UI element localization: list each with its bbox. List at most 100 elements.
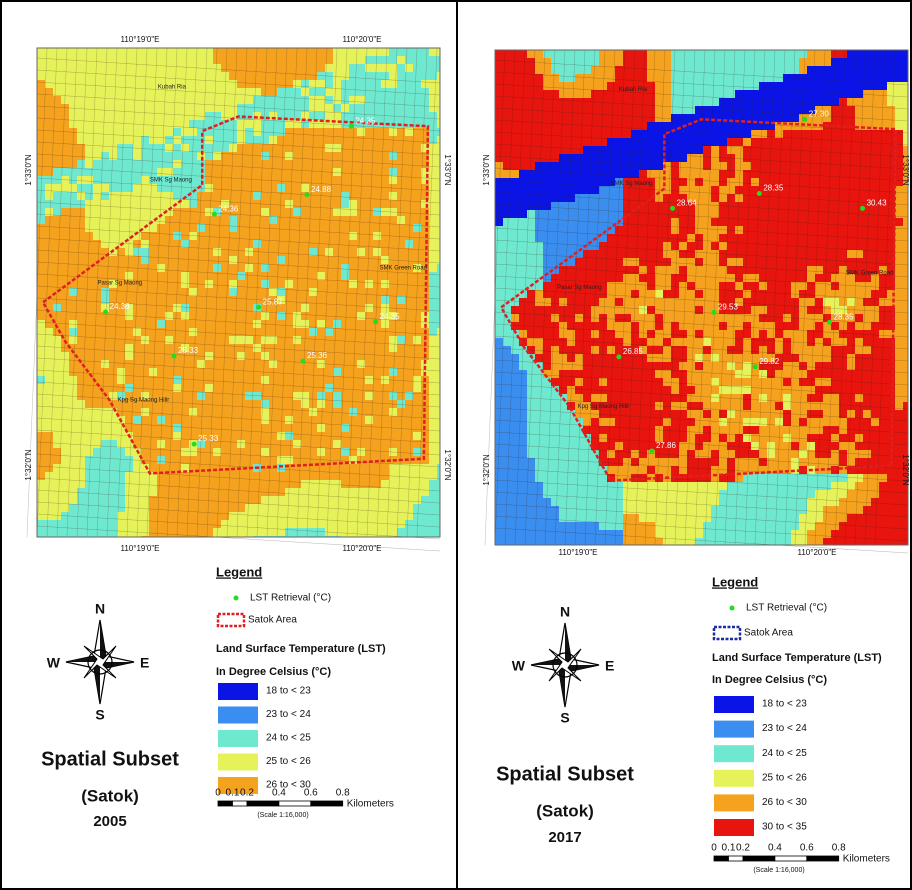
- lst-cell: [429, 464, 437, 472]
- lst-cell: [855, 218, 863, 226]
- lst-cell: [85, 352, 93, 360]
- lst-cell: [253, 88, 261, 96]
- lst-cell: [389, 416, 397, 424]
- lst-cell: [639, 210, 647, 218]
- lst-cell: [365, 256, 373, 264]
- lst-cell: [783, 258, 791, 266]
- lst-cell: [277, 176, 285, 184]
- lst-cell: [559, 66, 567, 74]
- lst-cell: [181, 240, 189, 248]
- lst-cell: [53, 104, 61, 112]
- lst-cell: [663, 106, 671, 114]
- lst-cell: [229, 328, 237, 336]
- lst-cell: [133, 272, 141, 280]
- lst-cell: [711, 58, 719, 66]
- lst-cell: [221, 248, 229, 256]
- lst-cell: [839, 154, 847, 162]
- lst-cell: [799, 210, 807, 218]
- lst-cell: [261, 208, 269, 216]
- lst-cell: [245, 504, 253, 512]
- lst-cell: [37, 88, 45, 96]
- lst-cell: [229, 376, 237, 384]
- lst-cell: [261, 448, 269, 456]
- lst-cell: [599, 50, 607, 58]
- lst-cell: [325, 440, 333, 448]
- lst-cell: [245, 392, 253, 400]
- lst-cell: [149, 432, 157, 440]
- lst-cell: [69, 240, 77, 248]
- lst-cell: [527, 90, 535, 98]
- lst-cell: [815, 138, 823, 146]
- lst-cell: [253, 272, 261, 280]
- lst-cell: [229, 192, 237, 200]
- lst-cell: [599, 194, 607, 202]
- lst-cell: [181, 144, 189, 152]
- lst-cell: [365, 344, 373, 352]
- lst-cell: [205, 392, 213, 400]
- lst-cell: [575, 66, 583, 74]
- lst-cell: [229, 184, 237, 192]
- lst-cell: [181, 248, 189, 256]
- lst-cell: [775, 114, 783, 122]
- lst-cell: [277, 104, 285, 112]
- lst-cell: [357, 480, 365, 488]
- lst-cell: [903, 226, 908, 234]
- lst-cell: [253, 328, 261, 336]
- lst-cell: [583, 226, 591, 234]
- lst-cell: [133, 328, 141, 336]
- lst-cell: [229, 256, 237, 264]
- lst-cell: [639, 250, 647, 258]
- lst-cell: [743, 106, 751, 114]
- lst-cell: [389, 192, 397, 200]
- lst-cell: [607, 274, 615, 282]
- lst-cell: [245, 232, 253, 240]
- lst-cell: [535, 202, 543, 210]
- lst-cell: [839, 58, 847, 66]
- lst-cell: [181, 480, 189, 488]
- lst-cell: [293, 88, 301, 96]
- lst-cell: [365, 48, 373, 56]
- lst-cell: [903, 218, 908, 226]
- lst-cell: [349, 152, 357, 160]
- lst-cell: [205, 528, 213, 536]
- lst-cell: [69, 400, 77, 408]
- lst-cell: [93, 400, 101, 408]
- lst-cell: [703, 58, 711, 66]
- lst-cell: [751, 234, 759, 242]
- lst-cell: [631, 274, 639, 282]
- lst-cell: [429, 416, 437, 424]
- lst-cell: [341, 360, 349, 368]
- scale-tick: 0: [215, 788, 221, 799]
- lst-cell: [663, 226, 671, 234]
- lst-cell: [53, 376, 61, 384]
- lst-cell: [373, 272, 381, 280]
- lst-cell: [389, 440, 397, 448]
- lst-cell: [615, 170, 623, 178]
- lst-cell: [405, 280, 413, 288]
- lst-cell: [301, 384, 309, 392]
- lst-cell: [61, 480, 69, 488]
- lst-cell: [655, 154, 663, 162]
- lst-cell: [133, 520, 141, 528]
- lst-cell: [373, 376, 381, 384]
- lst-cell: [317, 304, 325, 312]
- lst-cell: [77, 72, 85, 80]
- lst-cell: [703, 226, 711, 234]
- lst-cell: [413, 176, 421, 184]
- lst-cell: [61, 112, 69, 120]
- lst-cell: [149, 408, 157, 416]
- lst-cell: [397, 416, 405, 424]
- lst-cell: [101, 528, 109, 536]
- lst-cell: [357, 80, 365, 88]
- lst-cell: [727, 122, 735, 130]
- lst-cell: [413, 424, 421, 432]
- lst-cell: [695, 146, 703, 154]
- lst-cell: [495, 66, 503, 74]
- lst-cell: [775, 58, 783, 66]
- lst-cell: [253, 496, 261, 504]
- lst-cell: [229, 56, 237, 64]
- lst-cell: [101, 368, 109, 376]
- lst-cell: [85, 256, 93, 264]
- lst-cell: [871, 234, 879, 242]
- lst-cell: [631, 234, 639, 242]
